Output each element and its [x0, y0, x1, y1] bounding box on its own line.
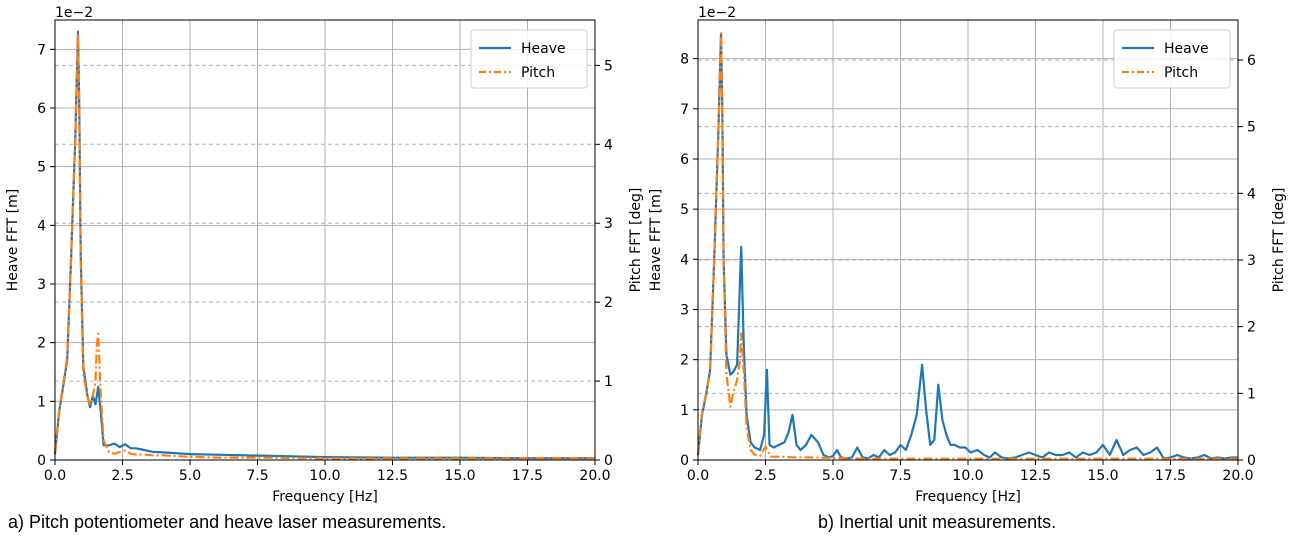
y-tick-label: 7 — [37, 42, 46, 58]
x-tick-label: 2.5 — [754, 468, 776, 484]
x-axis-label: Frequency [Hz] — [915, 489, 1021, 505]
x-tick-label: 2.5 — [111, 468, 133, 484]
y2-tick-label: 3 — [1247, 253, 1256, 269]
y2-tick-label: 4 — [604, 137, 613, 153]
y2-tick-label: 2 — [1247, 320, 1256, 336]
legend-label-pitch: Pitch — [1164, 65, 1198, 81]
y-tick-label: 5 — [680, 202, 689, 218]
x-tick-label: 20.0 — [1222, 468, 1253, 484]
caption-a: a) Pitch potentiometer and heave laser m… — [8, 512, 447, 532]
y-scale-label: 1e−2 — [55, 5, 93, 21]
x-tick-label: 10.0 — [952, 468, 983, 484]
y2-tick-label: 0 — [1247, 453, 1256, 469]
y2-tick-label: 3 — [604, 216, 613, 232]
x-tick-label: 5.0 — [822, 468, 844, 484]
y-tick-label: 6 — [37, 101, 46, 117]
legend: Heave Pitch — [470, 29, 588, 89]
chart-panel-a: 0.0 2.5 5.0 7.5 10.0 12.5 15.0 17.5 20.001234567… — [5, 5, 644, 505]
y-tick-label: 1 — [680, 403, 689, 419]
y-tick-label: 1 — [37, 394, 46, 410]
x-tick-label: 12.5 — [1020, 468, 1051, 484]
caption-b: b) Inertial unit measurements. — [818, 512, 1057, 532]
y2-tick-label: 5 — [1247, 120, 1256, 136]
x-tick-label: 17.5 — [1155, 468, 1186, 484]
y2-tick-label: 0 — [604, 453, 613, 469]
x-tick-label: 7.5 — [246, 468, 268, 484]
y-tick-label: 4 — [680, 252, 689, 268]
y-tick-label: 7 — [680, 102, 689, 118]
x-tick-label: 17.5 — [512, 468, 543, 484]
legend-label-heave: Heave — [521, 41, 566, 57]
x-tick-label: 15.0 — [1087, 468, 1118, 484]
y2-tick-label: 6 — [1247, 53, 1256, 69]
x-tick-label: 15.0 — [444, 468, 475, 484]
y2-tick-label: 1 — [1247, 386, 1256, 402]
y-tick-label: 3 — [37, 277, 46, 293]
y2-tick-label: 4 — [1247, 186, 1256, 202]
x-tick-label: 5.0 — [179, 468, 201, 484]
series-line-heave — [696, 32, 1238, 460]
x-tick-label: 0.0 — [44, 468, 66, 484]
y2-axis-label: Pitch FFT [deg] — [628, 188, 644, 293]
y-tick-label: 0 — [680, 453, 689, 469]
y2-tick-label: 1 — [604, 374, 613, 390]
x-tick-label: 10.0 — [309, 468, 340, 484]
legend-label-pitch: Pitch — [521, 65, 555, 81]
y-tick-label: 8 — [680, 52, 689, 68]
x-tick-label: 0.0 — [687, 468, 709, 484]
x-axis-label: Frequency [Hz] — [272, 489, 378, 505]
legend-box — [1113, 29, 1231, 89]
y2-axis-label: Pitch FFT [deg] — [1271, 188, 1287, 293]
y-tick-label: 2 — [680, 353, 689, 369]
series-line-pitch — [53, 32, 595, 460]
y-tick-label: 6 — [680, 152, 689, 168]
legend-box — [470, 29, 588, 89]
x-tick-label: 20.0 — [579, 468, 610, 484]
y-tick-label: 5 — [37, 160, 46, 176]
y-tick-label: 2 — [37, 336, 46, 352]
x-tick-label: 7.5 — [889, 468, 911, 484]
legend-label-heave: Heave — [1164, 41, 1209, 57]
y-axis-label: Heave FFT [m] — [648, 189, 664, 292]
y-scale-label: 1e−2 — [698, 5, 736, 21]
y2-tick-label: 5 — [604, 58, 613, 74]
chart-panel-b: 0.0 2.5 5.0 7.5 10.0 12.5 15.0 17.5 20.001234567… — [648, 5, 1287, 505]
y-tick-label: 0 — [37, 453, 46, 469]
legend: Heave Pitch — [1113, 29, 1231, 89]
y-tick-label: 3 — [680, 302, 689, 318]
x-tick-label: 12.5 — [377, 468, 408, 484]
y-axis-label: Heave FFT [m] — [5, 189, 21, 292]
y2-tick-label: 2 — [604, 295, 613, 311]
y-tick-label: 4 — [37, 218, 46, 234]
